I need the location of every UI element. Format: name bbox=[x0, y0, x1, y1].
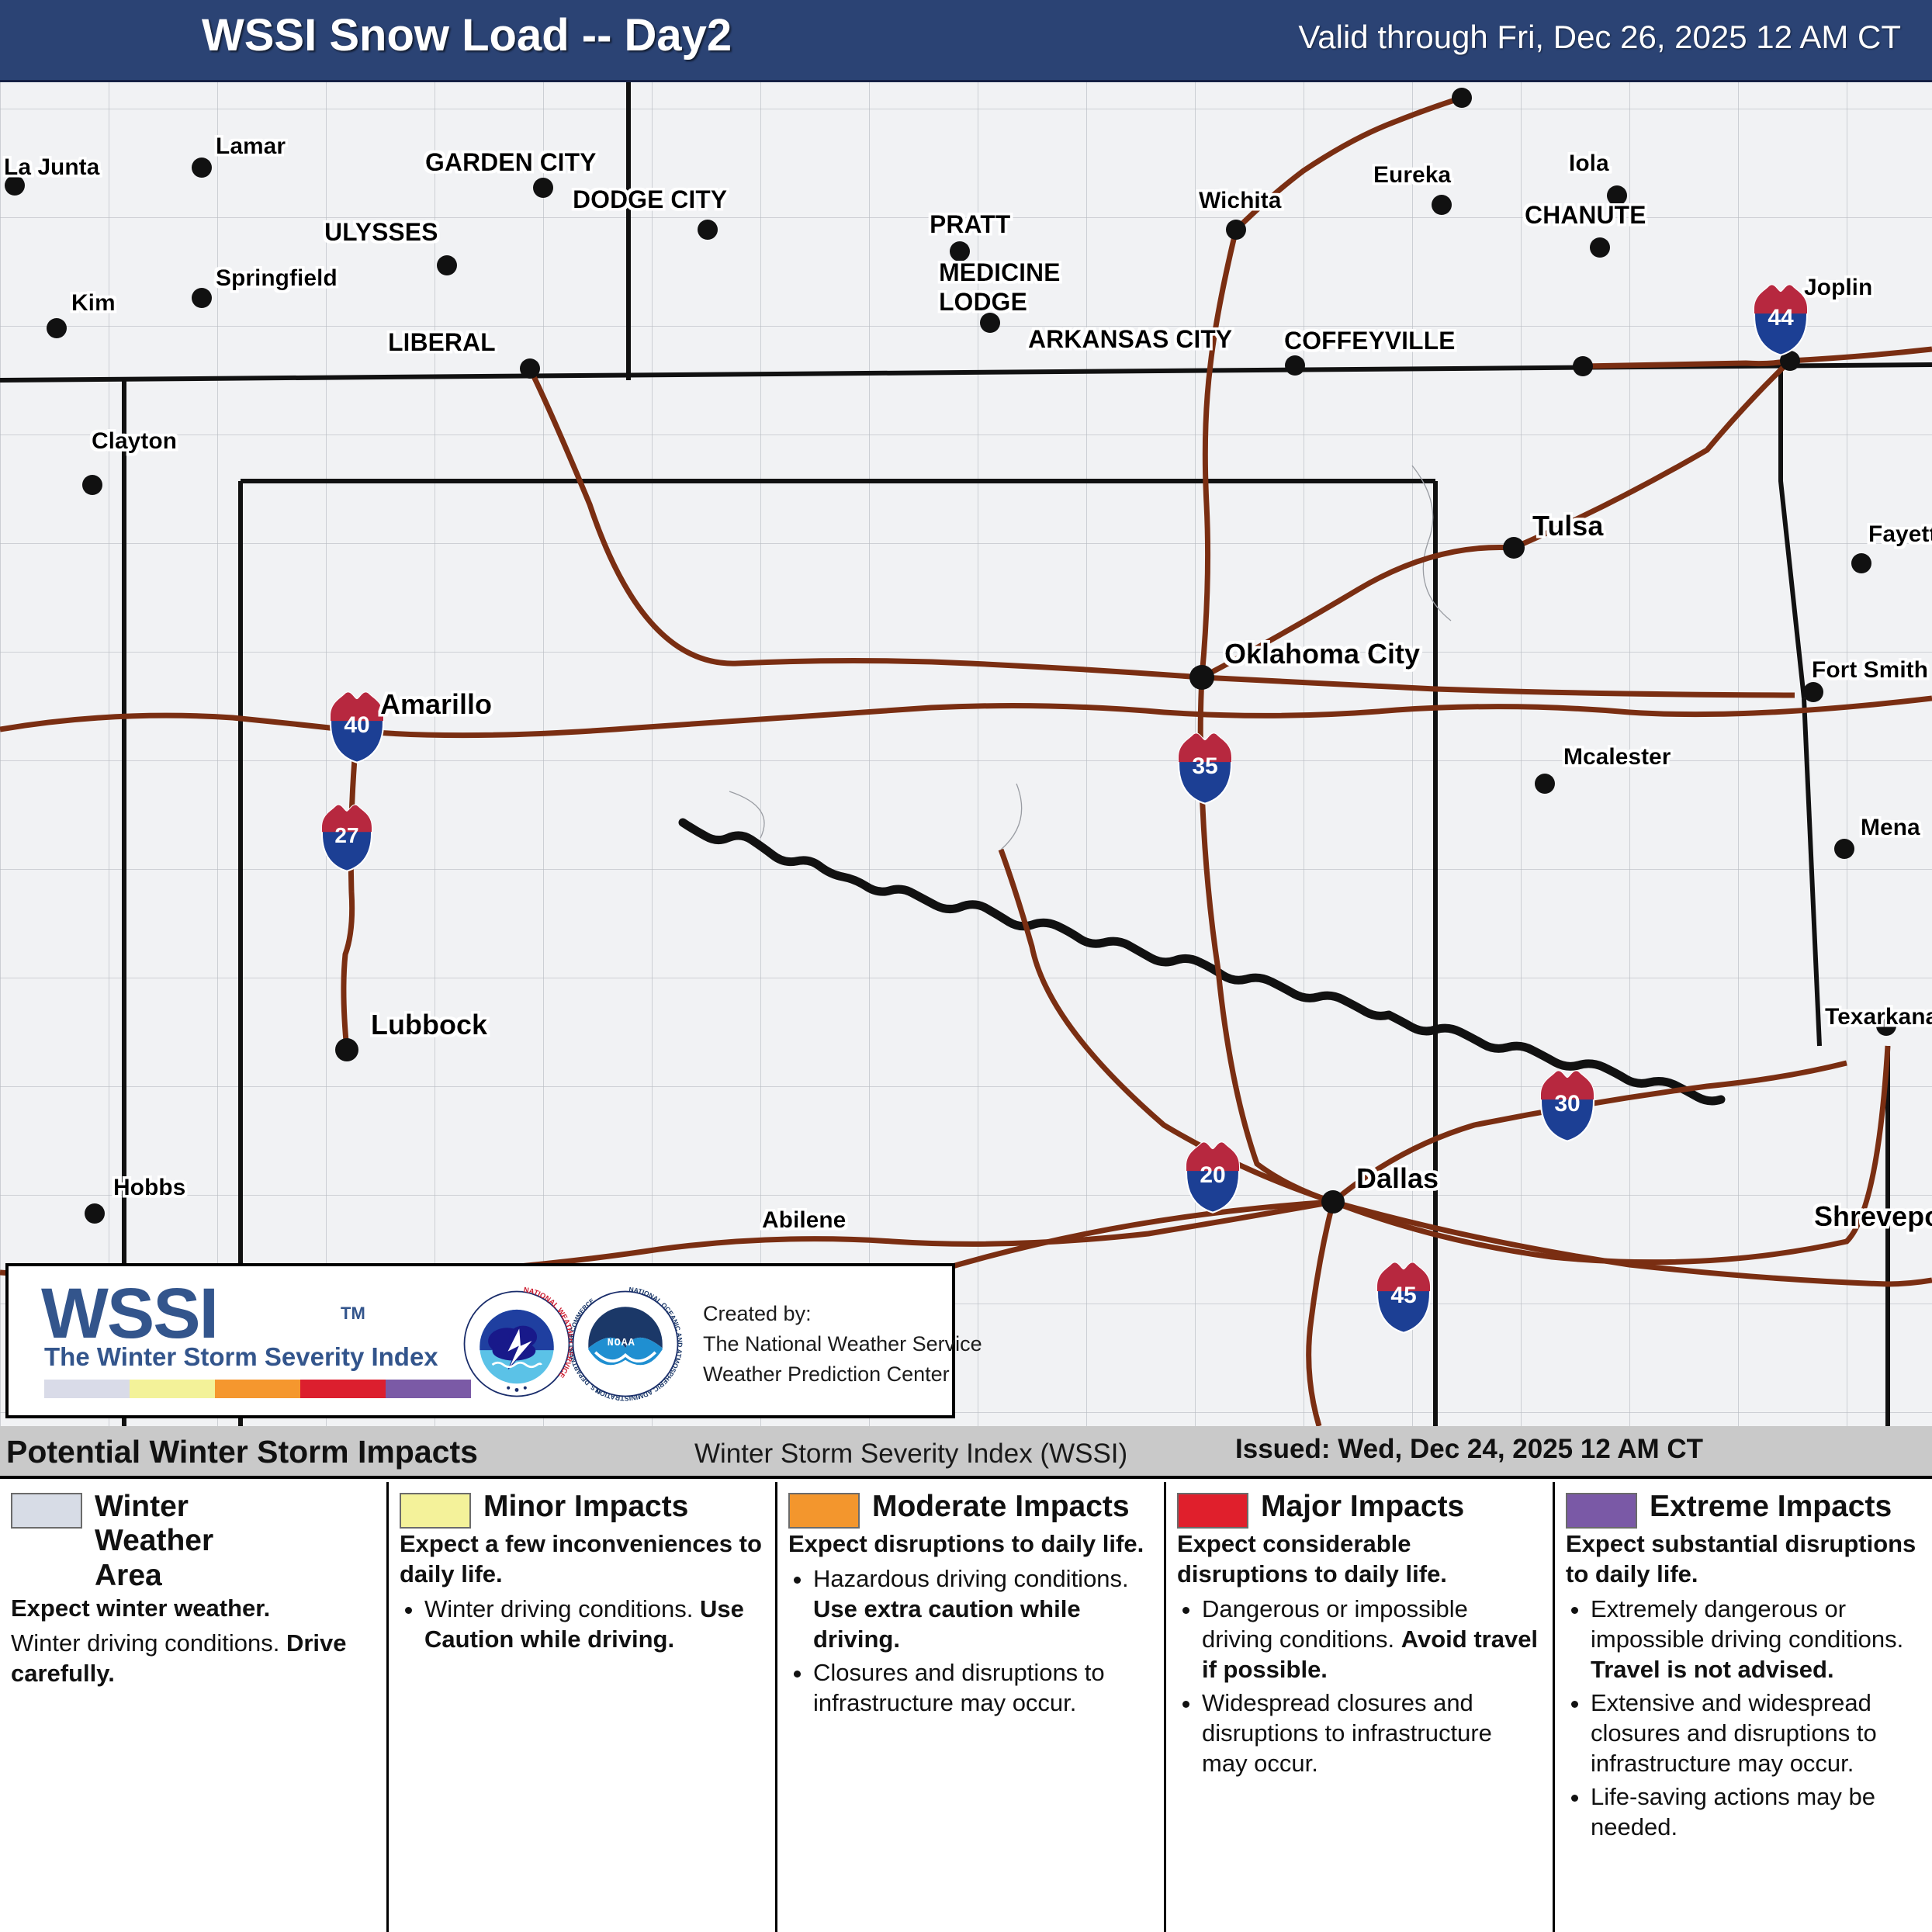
svg-text:Oklahoma City: Oklahoma City bbox=[1224, 638, 1420, 670]
svg-text:LODGE: LODGE bbox=[939, 288, 1027, 316]
svg-text:Hobbs: Hobbs bbox=[113, 1175, 185, 1200]
svg-text:Clayton: Clayton bbox=[92, 428, 177, 454]
svg-text:Lamar: Lamar bbox=[216, 133, 286, 159]
svg-text:Wichita: Wichita bbox=[1199, 188, 1282, 213]
svg-text:Mena: Mena bbox=[1861, 815, 1920, 840]
svg-text:ARKANSAS CITY: ARKANSAS CITY bbox=[1028, 325, 1232, 353]
svg-text:Iola: Iola bbox=[1569, 151, 1609, 176]
svg-text:WSSI: WSSI bbox=[41, 1274, 217, 1353]
svg-text:LIBERAL: LIBERAL bbox=[388, 328, 496, 356]
svg-text:Lubbock: Lubbock bbox=[371, 1009, 488, 1040]
svg-text:Kim: Kim bbox=[71, 290, 116, 316]
svg-text:DODGE CITY: DODGE CITY bbox=[573, 185, 727, 213]
svg-text:Shreveport: Shreveport bbox=[1814, 1200, 1932, 1232]
svg-text:The Winter Storm Severity Inde: The Winter Storm Severity Index bbox=[44, 1342, 438, 1371]
svg-text:Eureka: Eureka bbox=[1373, 162, 1451, 188]
svg-text:GARDEN CITY: GARDEN CITY bbox=[425, 148, 596, 176]
svg-text:CHANUTE: CHANUTE bbox=[1525, 201, 1646, 229]
svg-text:Springfield: Springfield bbox=[216, 265, 338, 291]
svg-text:Texarkana: Texarkana bbox=[1825, 1004, 1932, 1030]
svg-text:Abilene: Abilene bbox=[762, 1207, 846, 1233]
svg-text:ULYSSES: ULYSSES bbox=[324, 218, 438, 246]
svg-text:La Junta: La Junta bbox=[4, 154, 100, 180]
svg-text:Fayetteville: Fayetteville bbox=[1868, 521, 1932, 547]
svg-text:COFFEYVILLE: COFFEYVILLE bbox=[1284, 327, 1455, 355]
svg-text:PRATT: PRATT bbox=[930, 210, 1011, 238]
svg-text:Mcalester: Mcalester bbox=[1563, 744, 1671, 770]
svg-text:NOAA: NOAA bbox=[608, 1338, 635, 1349]
svg-text:MEDICINE: MEDICINE bbox=[939, 258, 1060, 286]
svg-text:Fort Smith: Fort Smith bbox=[1812, 657, 1928, 683]
svg-text:Joplin: Joplin bbox=[1804, 275, 1872, 300]
svg-text:Amarillo: Amarillo bbox=[380, 688, 492, 720]
svg-text:Dallas: Dallas bbox=[1356, 1162, 1439, 1194]
svg-text:Tulsa: Tulsa bbox=[1532, 510, 1604, 542]
svg-text:TM: TM bbox=[341, 1304, 365, 1323]
